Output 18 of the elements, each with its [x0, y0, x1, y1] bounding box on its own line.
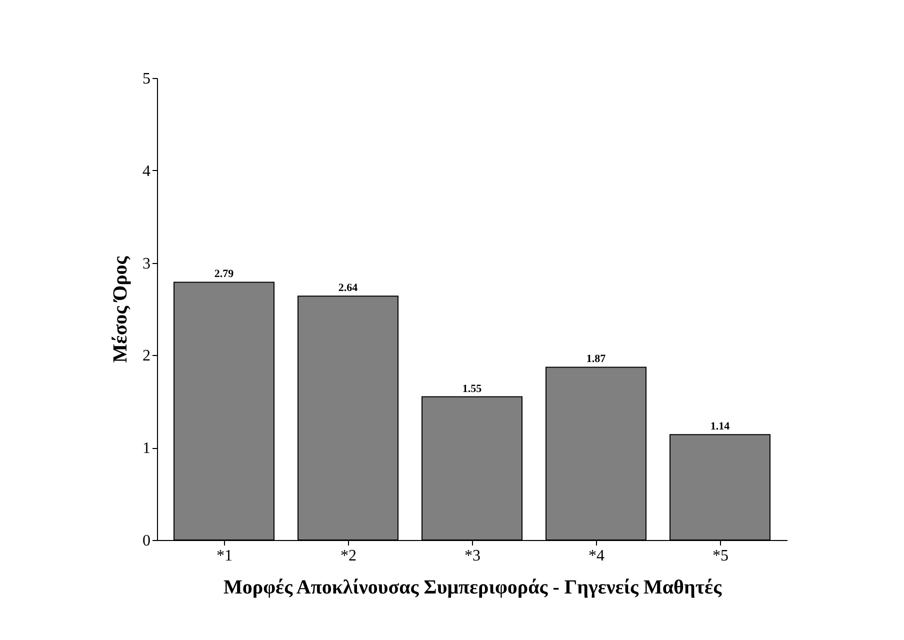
y-axis-title: Μέσος Όρος	[110, 256, 132, 363]
data-label: 1.87	[586, 353, 606, 366]
y-tick-label: 2	[142, 348, 150, 365]
x-tick-label: *5	[712, 548, 728, 564]
x-tick-label: *4	[588, 548, 604, 564]
data-label: 1.14	[710, 420, 730, 433]
x-tick-label: *2	[340, 548, 356, 564]
data-label: 2.64	[338, 282, 358, 294]
y-tick-label: 5	[142, 70, 150, 88]
x-tick-label: *1	[216, 548, 232, 564]
data-label: 1.55	[462, 382, 482, 395]
x-tick-label: *3	[464, 548, 480, 564]
y-tick-label: 3	[142, 255, 150, 272]
data-label: 2.79	[214, 268, 234, 280]
x-axis-title: Μορφές Αποκλίνουσας Συμπεριφοράς - Γηγενείς Μαθητές	[223, 576, 722, 598]
y-tick-label: 4	[142, 162, 150, 180]
y-tick-label: 0	[142, 532, 150, 550]
y-tick-label: 1	[142, 440, 150, 458]
